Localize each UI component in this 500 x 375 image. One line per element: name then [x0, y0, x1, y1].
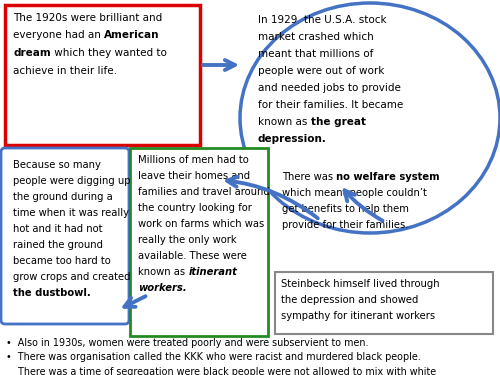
Text: meant that millions of: meant that millions of: [258, 49, 374, 59]
Text: Millions of men had to: Millions of men had to: [138, 155, 249, 165]
Text: no welfare system: no welfare system: [336, 172, 440, 182]
Text: Steinbeck himself lived through: Steinbeck himself lived through: [281, 279, 440, 289]
Text: and needed jobs to provide: and needed jobs to provide: [258, 83, 401, 93]
Text: There was a time of segregation were black people were not allowed to mix with w: There was a time of segregation were bla…: [6, 367, 436, 375]
Text: work on farms which was: work on farms which was: [138, 219, 264, 229]
Text: time when it was really: time when it was really: [13, 208, 129, 218]
Text: market crashed which: market crashed which: [258, 32, 374, 42]
Text: the great: the great: [310, 117, 366, 127]
FancyBboxPatch shape: [5, 5, 200, 145]
FancyBboxPatch shape: [130, 148, 268, 336]
Text: grow crops and created: grow crops and created: [13, 272, 130, 282]
Text: became too hard to: became too hard to: [13, 256, 111, 266]
Text: •  Also in 1930s, women were treated poorly and were subservient to men.: • Also in 1930s, women were treated poor…: [6, 338, 368, 348]
Ellipse shape: [240, 3, 500, 233]
Text: everyone had an: everyone had an: [13, 30, 104, 40]
Text: achieve in their life.: achieve in their life.: [13, 66, 117, 75]
Text: hot and it had not: hot and it had not: [13, 224, 102, 234]
Text: American: American: [104, 30, 160, 40]
Text: provide for their families.: provide for their families.: [282, 220, 408, 230]
Text: the ground during a: the ground during a: [13, 192, 113, 202]
Text: The 1920s were brilliant and: The 1920s were brilliant and: [13, 13, 162, 23]
Text: for their families. It became: for their families. It became: [258, 100, 403, 110]
Text: leave their homes and: leave their homes and: [138, 171, 250, 181]
Text: Because so many: Because so many: [13, 160, 101, 170]
Text: which meant people couldn’t: which meant people couldn’t: [282, 188, 427, 198]
Text: sympathy for itinerant workers: sympathy for itinerant workers: [281, 311, 435, 321]
Text: really the only work: really the only work: [138, 235, 236, 245]
Text: families and travel around: families and travel around: [138, 187, 270, 197]
FancyBboxPatch shape: [275, 272, 493, 334]
Text: dream: dream: [13, 48, 51, 58]
Text: which they wanted to: which they wanted to: [51, 48, 166, 58]
Text: known as: known as: [258, 117, 310, 127]
Text: the depression and showed: the depression and showed: [281, 295, 418, 305]
Text: There was: There was: [282, 172, 336, 182]
Text: depression.: depression.: [258, 134, 327, 144]
Text: •  There was organisation called the KKK who were racist and murdered black peop: • There was organisation called the KKK …: [6, 352, 421, 363]
Text: workers.: workers.: [138, 283, 186, 293]
Text: rained the ground: rained the ground: [13, 240, 103, 250]
Text: In 1929  the U.S.A. stock: In 1929 the U.S.A. stock: [258, 15, 386, 25]
Text: get benefits to help them: get benefits to help them: [282, 204, 409, 214]
Text: itinerant: itinerant: [188, 267, 237, 277]
Text: the dustbowl.: the dustbowl.: [13, 288, 91, 298]
Text: people were digging up: people were digging up: [13, 176, 130, 186]
FancyBboxPatch shape: [1, 148, 129, 324]
Text: the country looking for: the country looking for: [138, 203, 252, 213]
Text: available. These were: available. These were: [138, 251, 247, 261]
Text: known as: known as: [138, 267, 188, 277]
Text: people were out of work: people were out of work: [258, 66, 384, 76]
